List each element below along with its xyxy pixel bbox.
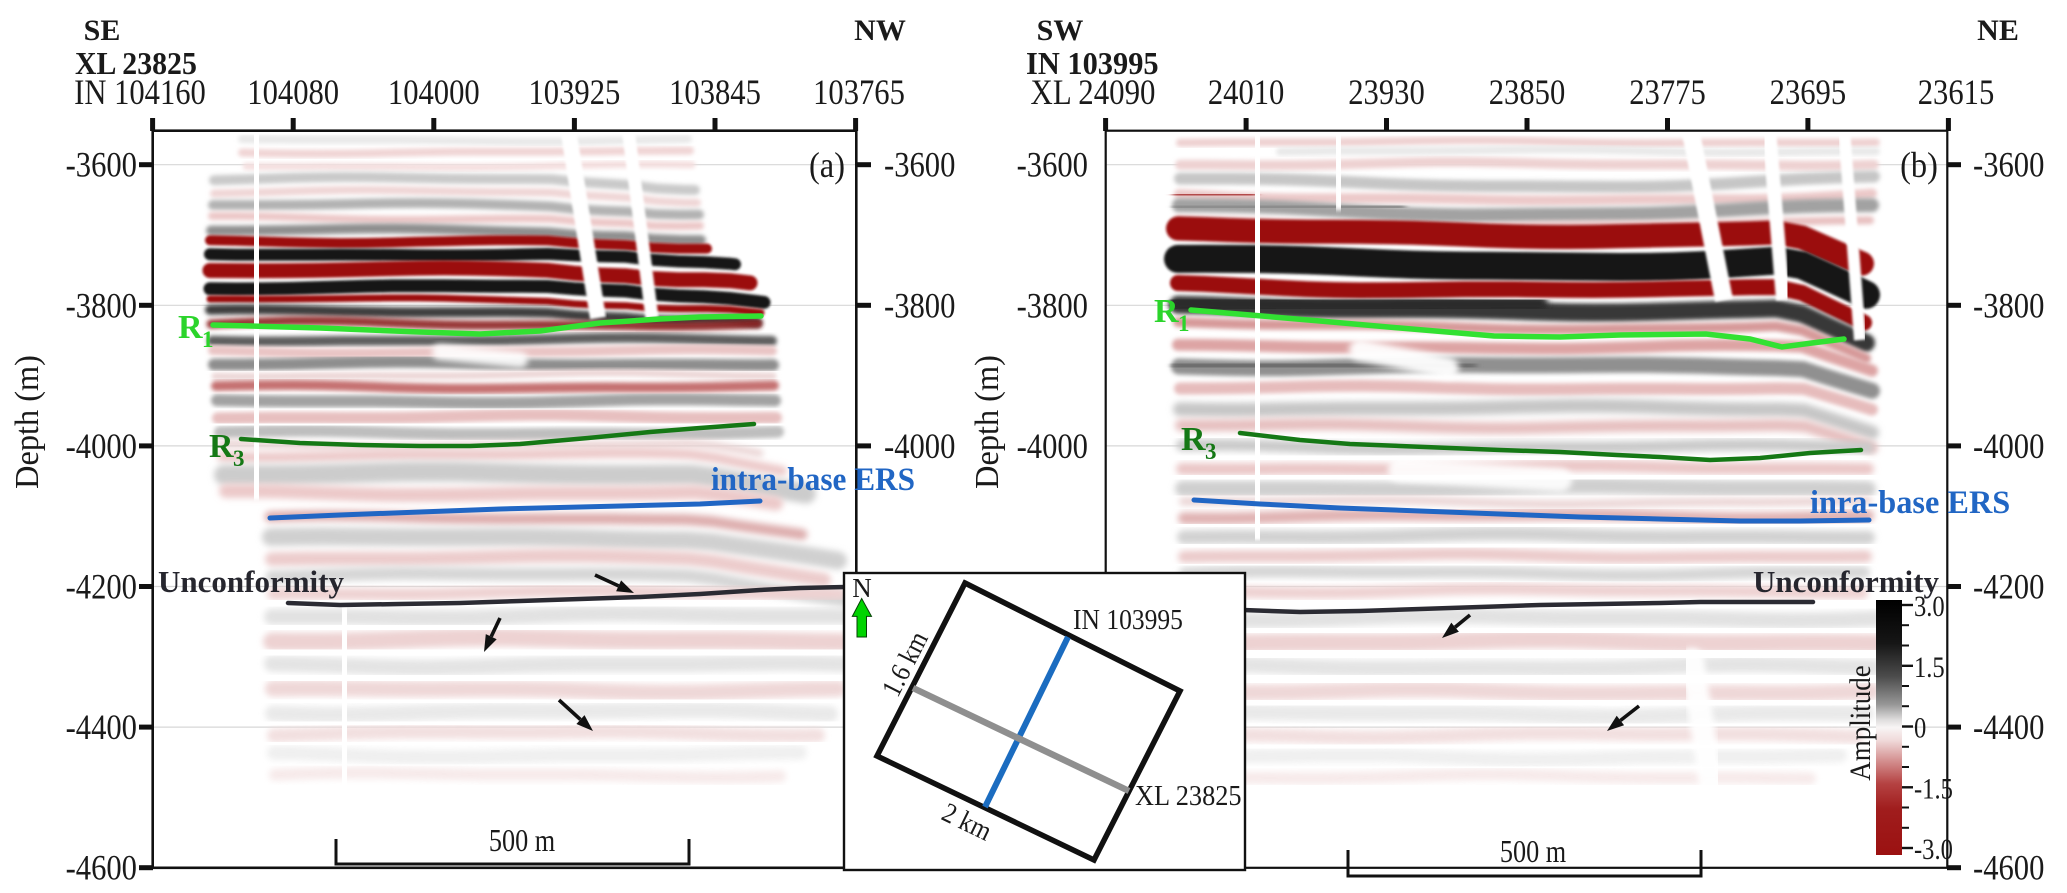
svg-text:intra-base ERS: intra-base ERS [711, 462, 915, 498]
svg-text:-4000: -4000 [1017, 426, 1088, 466]
svg-text:-4000: -4000 [1973, 426, 2044, 466]
svg-text:R: R [1154, 293, 1179, 330]
svg-text:IN 104160: IN 104160 [74, 72, 206, 112]
svg-text:NW: NW [854, 14, 906, 47]
svg-text:-4400: -4400 [66, 707, 137, 747]
svg-text:-3800: -3800 [1017, 285, 1088, 325]
svg-text:-4000: -4000 [66, 426, 137, 466]
svg-text:-3600: -3600 [1973, 145, 2044, 185]
svg-text:1: 1 [1178, 311, 1190, 336]
svg-text:Unconformity: Unconformity [1753, 564, 1939, 599]
svg-text:Depth (m): Depth (m) [9, 355, 46, 489]
svg-text:-3600: -3600 [66, 145, 137, 185]
svg-text:IN 103995: IN 103995 [1026, 45, 1159, 81]
svg-text:104000: 104000 [388, 72, 480, 112]
svg-text:500 m: 500 m [489, 822, 555, 858]
svg-text:IN 103995: IN 103995 [1073, 604, 1183, 636]
svg-text:24010: 24010 [1208, 72, 1285, 112]
svg-text:3: 3 [1205, 439, 1217, 464]
svg-text:-3.0: -3.0 [1914, 833, 1953, 866]
svg-text:Amplitude: Amplitude [1844, 665, 1877, 781]
svg-text:inra-base ERS: inra-base ERS [1810, 485, 2010, 521]
svg-text:23615: 23615 [1918, 72, 1995, 112]
svg-text:-3800: -3800 [1973, 285, 2044, 325]
svg-text:XL 23825: XL 23825 [75, 45, 197, 81]
svg-text:(a): (a) [809, 145, 845, 185]
svg-text:0: 0 [1914, 712, 1926, 745]
svg-text:-3800: -3800 [66, 285, 137, 325]
svg-text:-3600: -3600 [884, 145, 955, 185]
svg-text:3: 3 [233, 446, 245, 471]
svg-text:-4600: -4600 [1973, 848, 2044, 888]
svg-text:103845: 103845 [669, 72, 761, 112]
svg-text:SE: SE [84, 14, 121, 47]
svg-text:-4000: -4000 [884, 426, 955, 466]
svg-text:23695: 23695 [1770, 72, 1847, 112]
svg-text:NE: NE [1977, 14, 2019, 47]
svg-text:R: R [1181, 421, 1206, 458]
svg-text:103925: 103925 [529, 72, 621, 112]
svg-text:R: R [209, 428, 234, 465]
svg-text:-4200: -4200 [66, 567, 137, 607]
svg-text:1.5: 1.5 [1914, 651, 1945, 684]
svg-text:-3600: -3600 [1017, 145, 1088, 185]
svg-text:N: N [852, 573, 872, 603]
svg-text:R: R [178, 309, 203, 346]
svg-text:XL 23825: XL 23825 [1135, 780, 1242, 812]
svg-text:Unconformity: Unconformity [158, 564, 344, 599]
svg-text:-4600: -4600 [66, 848, 137, 888]
svg-text:-1.5: -1.5 [1914, 772, 1953, 805]
svg-text:-3800: -3800 [884, 285, 955, 325]
svg-text:Depth (m): Depth (m) [969, 355, 1006, 489]
svg-text:1: 1 [202, 327, 214, 352]
svg-text:23850: 23850 [1489, 72, 1566, 112]
svg-text:23775: 23775 [1629, 72, 1706, 112]
svg-text:-4400: -4400 [1973, 707, 2044, 747]
svg-text:104080: 104080 [247, 72, 339, 112]
svg-text:SW: SW [1037, 14, 1084, 47]
svg-text:3.0: 3.0 [1914, 590, 1945, 623]
svg-text:23930: 23930 [1348, 72, 1425, 112]
svg-text:XL 24090: XL 24090 [1031, 72, 1156, 112]
svg-text:(b): (b) [1900, 145, 1938, 185]
svg-text:-4200: -4200 [1973, 567, 2044, 607]
svg-text:103765: 103765 [813, 72, 905, 112]
svg-text:500 m: 500 m [1500, 833, 1566, 869]
